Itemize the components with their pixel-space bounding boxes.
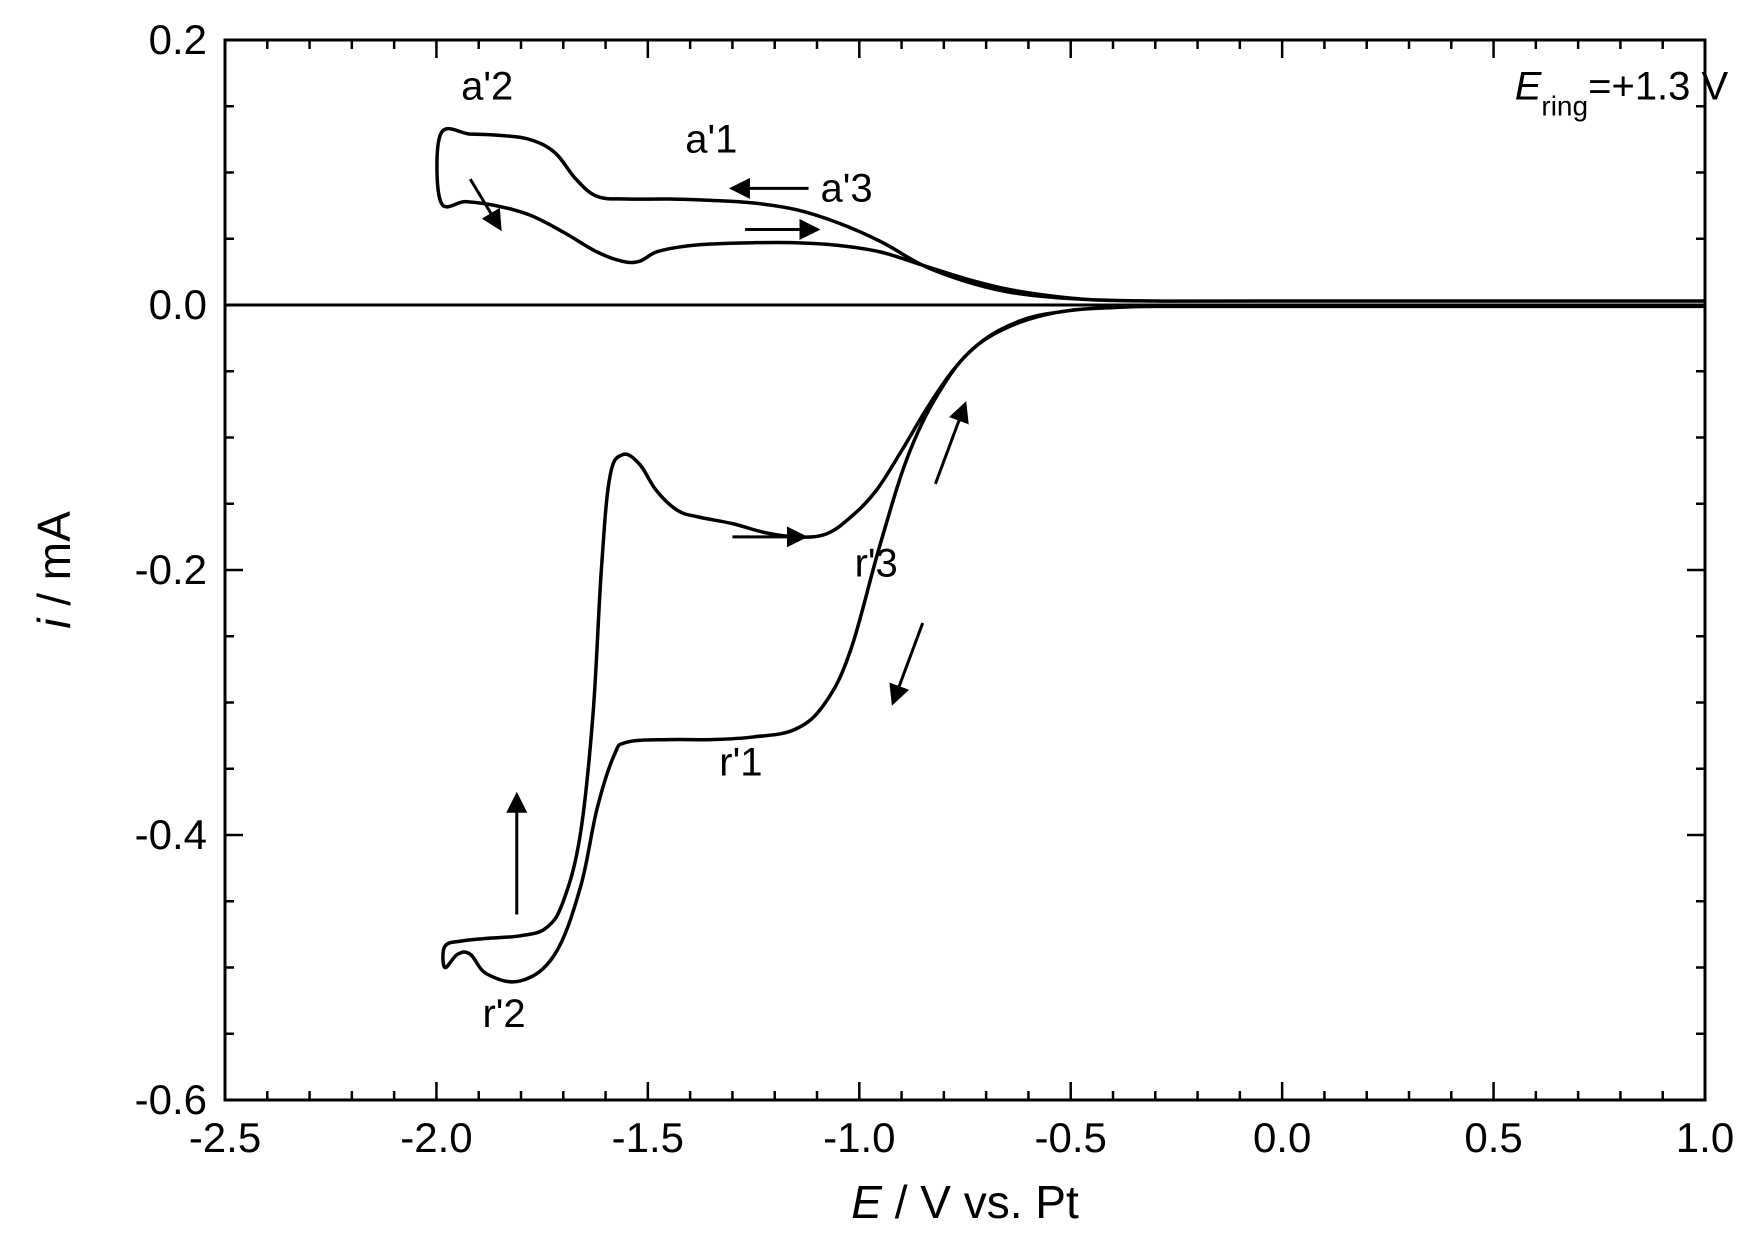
peak-label: a'2 <box>461 65 513 109</box>
x-tick-label: -1.5 <box>612 1114 684 1161</box>
peak-label: r'1 <box>719 740 762 784</box>
x-tick-label: -2.0 <box>400 1114 472 1161</box>
scan-direction-arrow <box>935 404 965 484</box>
y-tick-label: -0.6 <box>135 1076 207 1123</box>
peak-label: r'2 <box>482 992 525 1036</box>
scan-direction-arrow <box>893 623 923 703</box>
x-tick-label: 0.5 <box>1464 1114 1522 1161</box>
y-tick-label: -0.4 <box>135 811 207 858</box>
chart-container: -2.5-2.0-1.5-1.0-0.50.00.51.0E / V vs. P… <box>0 0 1749 1259</box>
x-tick-label: 0.0 <box>1253 1114 1311 1161</box>
cv-chart: -2.5-2.0-1.5-1.0-0.50.00.51.0E / V vs. P… <box>0 0 1749 1259</box>
ring-curve <box>437 129 1705 302</box>
peak-label: r'3 <box>855 542 898 586</box>
y-axis-label: i / mA <box>28 511 80 629</box>
y-tick-label: 0.0 <box>149 281 207 328</box>
peak-label: a'3 <box>821 167 873 211</box>
y-tick-label: 0.2 <box>149 16 207 63</box>
disk-curve <box>443 306 1705 982</box>
y-tick-label: -0.2 <box>135 546 207 593</box>
x-tick-label: -0.5 <box>1035 1114 1107 1161</box>
x-axis-label: E / V vs. Pt <box>851 1176 1079 1228</box>
x-tick-label: 1.0 <box>1676 1114 1734 1161</box>
x-tick-label: -1.0 <box>823 1114 895 1161</box>
peak-label: a'1 <box>685 118 737 162</box>
condition-label: Ering=+1.3 V <box>1515 65 1729 122</box>
